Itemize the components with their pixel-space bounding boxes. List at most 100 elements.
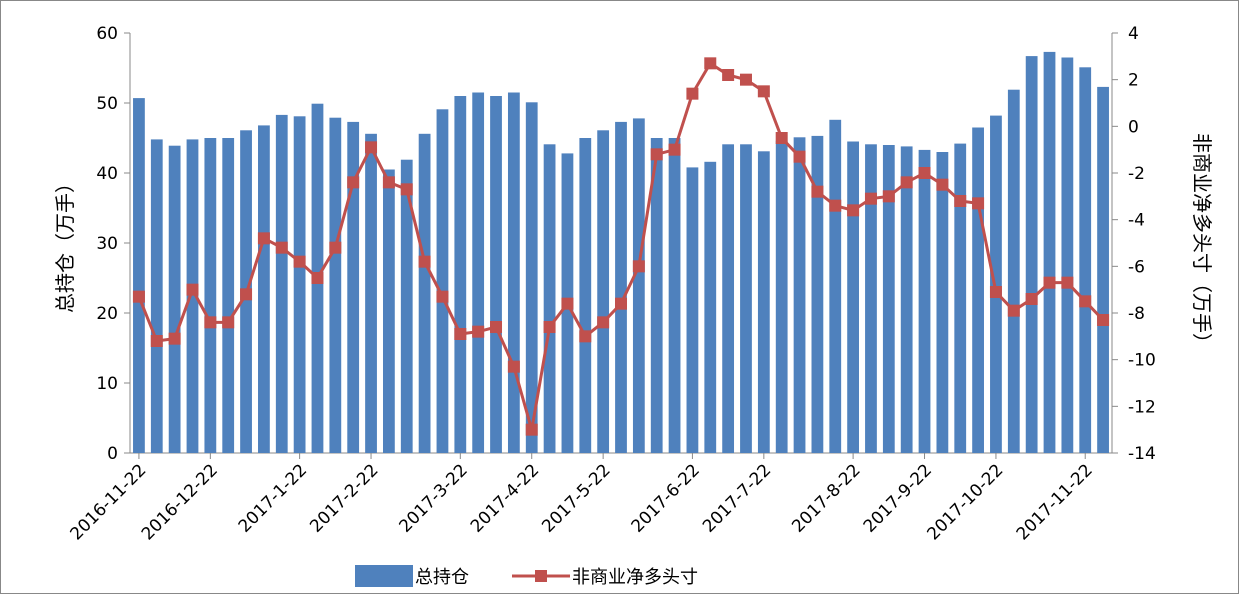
legend-swatch [535,570,547,582]
bar [900,146,913,453]
bar [668,138,681,453]
y-tick-label: 30 [96,234,118,254]
bar [597,130,610,454]
y-tick-label: 50 [96,94,118,114]
line-marker [561,297,574,310]
line-marker [722,69,735,81]
bar [365,133,377,454]
bar [793,137,806,454]
line-marker [293,255,306,268]
line-marker [329,241,342,254]
line-marker [972,197,985,210]
line-marker [436,290,449,303]
line-marker [525,423,538,436]
y2-axis-title: 非商业净多头寸（万手） [1190,133,1214,353]
y2-tick-label: -14 [1128,444,1156,464]
line-marker [668,143,681,156]
line-marker [918,167,931,179]
line-marker [454,328,467,340]
bar [829,119,842,454]
bar [525,102,538,454]
line-marker [579,330,592,343]
line-marker [936,178,949,191]
bar [418,133,431,454]
bar [918,149,931,453]
line-marker [775,132,788,144]
y-tick-label: 20 [96,304,118,324]
line-marker [1007,304,1020,317]
bar [454,96,467,453]
bar [490,96,502,453]
bar [543,144,556,454]
line-marker [150,335,163,347]
line-marker [257,232,270,245]
line-marker [490,321,503,333]
bar [757,151,770,454]
line-marker [650,148,663,161]
bar [507,92,520,453]
y-tick-label: 60 [96,24,118,44]
bar [204,138,217,453]
line-marker [847,204,860,217]
bar [1061,57,1074,453]
bar [704,161,717,454]
legend-swatch [355,565,413,587]
bar [258,125,270,454]
y2-tick-label: 0 [1128,117,1139,137]
y2-tick-label: -2 [1128,164,1145,184]
y-axis-title: 总持仓（万手） [53,173,77,313]
legend-label: 非商业净多头寸 [572,567,698,588]
bar [990,115,1002,453]
line-marker [864,192,877,205]
line-marker [1097,314,1110,326]
line-marker [1043,276,1056,289]
line-marker [829,199,842,212]
bar [954,143,967,453]
bar [347,121,360,454]
line-marker [1079,295,1092,308]
bar [436,109,449,454]
line-marker [686,87,699,100]
legend-label: 总持仓 [415,567,469,588]
bar [186,139,199,453]
bar [382,169,395,453]
bar [722,144,735,454]
bar [775,140,788,454]
line-marker [240,288,253,301]
line-marker [1025,293,1038,305]
bar [1025,56,1038,453]
bar [168,145,181,453]
line-marker [543,321,556,333]
y2-tick-label: -8 [1128,304,1145,324]
line-marker [400,183,413,196]
bar [133,98,145,453]
line-marker [954,195,967,207]
line-marker [168,332,181,345]
y2-tick-label: 2 [1128,71,1139,91]
bar [811,135,824,453]
line-marker [757,85,770,98]
bar [882,145,895,453]
line-marker [186,283,199,296]
bar [650,138,663,453]
line-marker [989,286,1002,298]
bar [222,138,235,453]
bar [1043,51,1056,454]
line-marker [793,150,806,163]
line-marker [900,176,913,189]
line-marker [204,316,217,329]
line-marker [472,325,485,338]
line-marker [275,241,288,254]
bar [740,144,752,454]
line-marker [632,260,645,273]
line-marker [507,360,520,373]
bar [936,152,949,453]
bar [686,167,699,453]
bar [293,116,306,454]
bar [632,118,645,454]
bar [847,141,860,453]
y2-tick-label: 4 [1128,24,1139,44]
line-marker [222,316,235,329]
y-tick-label: 0 [107,444,118,464]
